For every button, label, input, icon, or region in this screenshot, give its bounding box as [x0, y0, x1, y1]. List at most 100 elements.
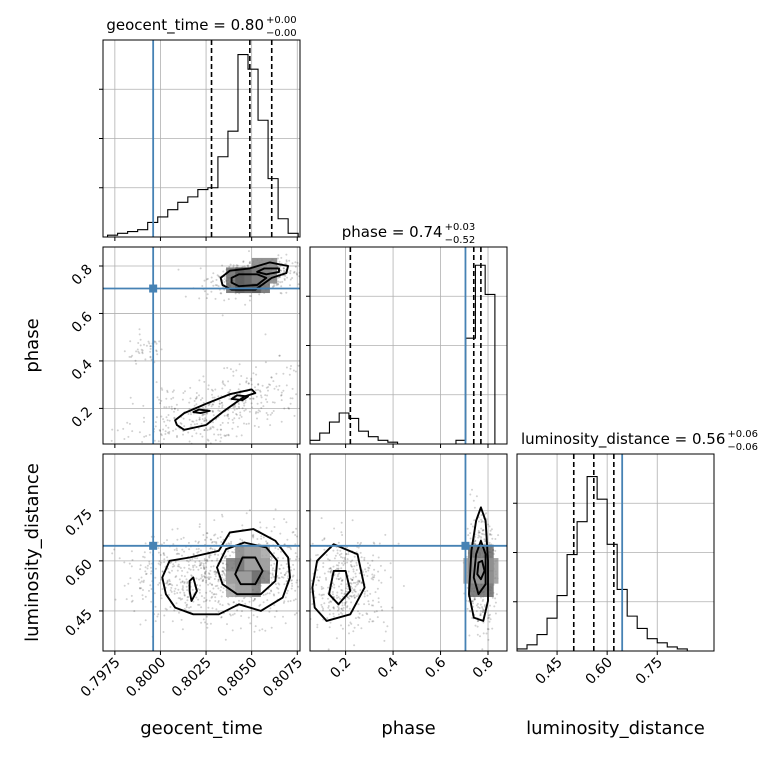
sample-point [364, 568, 367, 571]
sample-point [471, 488, 473, 491]
sample-point [295, 555, 298, 558]
sample-point [178, 578, 181, 581]
sample-point [197, 550, 200, 553]
sample-point [222, 587, 225, 590]
sample-point [477, 606, 480, 609]
sample-point [266, 542, 268, 545]
sample-point [167, 583, 170, 586]
sample-point [474, 598, 476, 601]
sample-point [316, 581, 318, 583]
sample-point [290, 587, 293, 590]
sample-point [293, 613, 296, 616]
sample-point [236, 609, 239, 612]
sample-point [163, 561, 166, 564]
truth-marker [149, 284, 158, 293]
sample-point [340, 611, 342, 614]
sample-point [172, 429, 175, 432]
sample-point [181, 588, 184, 591]
contour-line [472, 539, 487, 596]
sample-point [250, 609, 253, 612]
sample-point [252, 372, 255, 375]
sample-point [216, 428, 219, 431]
sample-point [212, 587, 215, 590]
sample-point [201, 414, 204, 417]
sample-point [266, 599, 269, 602]
sample-point [346, 585, 349, 588]
sample-point [213, 534, 216, 537]
sample-point [330, 570, 332, 573]
sample-point [204, 538, 207, 541]
sample-point [266, 401, 269, 403]
title-geocent_time: geocent_time = 0.80 +0.00−0.00 [106, 15, 296, 39]
sample-point [249, 397, 252, 400]
sample-point [360, 541, 362, 544]
sample-point [191, 435, 194, 438]
sample-point [291, 585, 294, 587]
sample-point [177, 597, 180, 600]
sample-point [199, 433, 202, 435]
sample-point [354, 572, 357, 575]
sample-point [323, 572, 326, 575]
sample-point [198, 523, 201, 526]
sample-point [227, 602, 230, 605]
sample-point [357, 593, 360, 596]
sample-point [327, 558, 329, 561]
sample-point [247, 422, 250, 425]
sample-point [481, 600, 484, 603]
sample-point [219, 603, 222, 606]
sample-point [174, 560, 177, 563]
sample-point [279, 272, 282, 274]
sample-point [294, 534, 297, 536]
sample-point [294, 598, 297, 601]
sample-point [276, 575, 279, 577]
sample-point [204, 562, 207, 564]
sample-point [202, 578, 205, 581]
sample-point [244, 401, 247, 404]
sample-point [243, 597, 245, 600]
sample-point [139, 623, 142, 626]
sample-point [168, 571, 171, 574]
sample-point [269, 424, 272, 427]
sample-point [240, 415, 243, 418]
sample-point [249, 622, 252, 625]
sample-point [376, 616, 379, 619]
sample-point [249, 262, 251, 265]
sample-point [170, 397, 173, 400]
sample-point [161, 388, 164, 391]
sample-point [343, 593, 346, 596]
sample-point [188, 440, 191, 443]
sample-point [213, 593, 216, 596]
sample-point [280, 256, 283, 259]
sample-point [261, 628, 264, 631]
sample-point [248, 397, 251, 400]
sample-point [372, 541, 375, 544]
sample-point [354, 617, 357, 620]
sample-point [228, 390, 231, 393]
sample-point [258, 293, 261, 296]
sample-point [305, 578, 307, 580]
sample-point [198, 564, 201, 567]
sample-point [322, 562, 325, 565]
sample-point [291, 387, 294, 390]
sample-point [373, 574, 376, 577]
sample-point [210, 290, 213, 293]
sample-point [305, 290, 307, 292]
sample-point [123, 350, 126, 353]
sample-point [209, 547, 212, 550]
sample-point [318, 593, 321, 596]
sample-point [280, 391, 283, 394]
sample-point [215, 559, 218, 562]
sample-point [198, 591, 201, 594]
sample-point [469, 610, 472, 613]
sample-point [154, 576, 157, 579]
sample-point [198, 418, 201, 421]
sample-point [293, 414, 296, 417]
sample-point [150, 600, 153, 603]
y-tick-label: 0.8 [69, 262, 96, 289]
sample-point [271, 573, 274, 576]
sample-point [185, 604, 188, 607]
sample-point [291, 531, 294, 534]
sample-point [206, 412, 209, 415]
sample-point [219, 589, 222, 592]
sample-point [196, 422, 199, 425]
